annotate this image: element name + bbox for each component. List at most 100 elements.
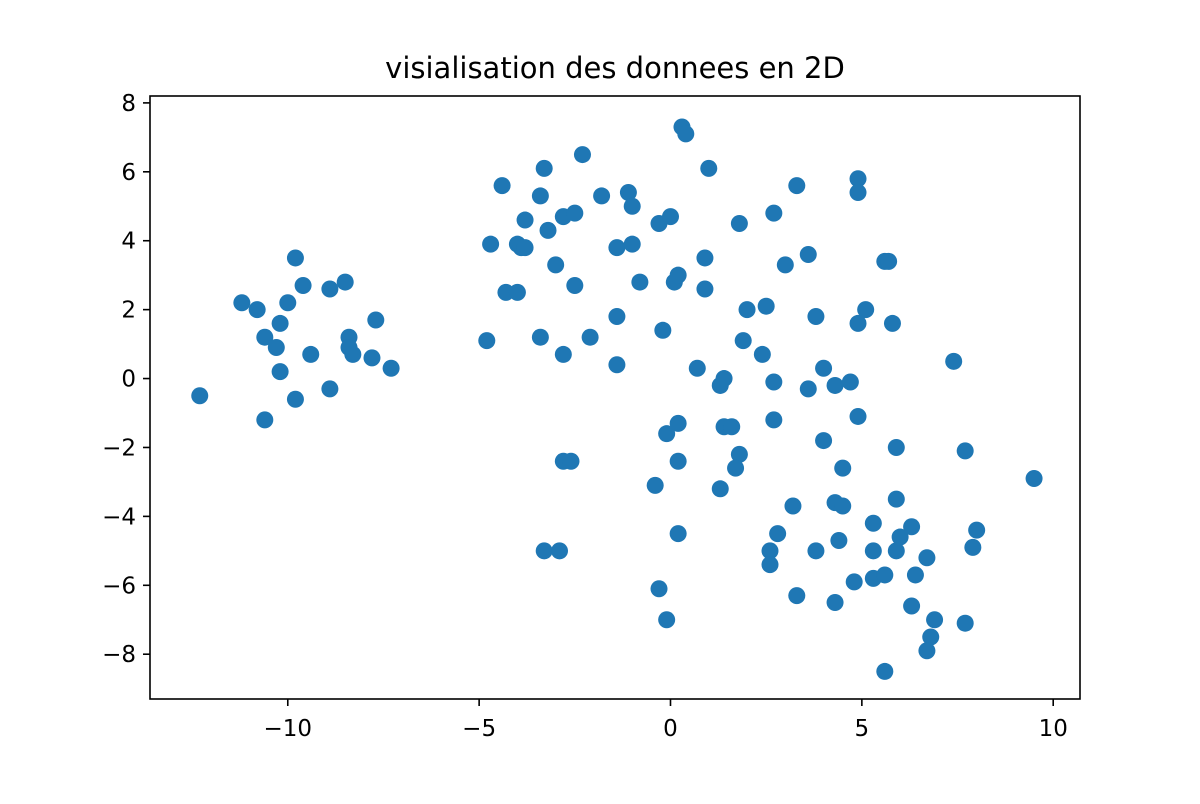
scatter-point-117: [887, 542, 905, 560]
scatter-point-134: [956, 614, 974, 632]
scatter-point-131: [906, 566, 924, 584]
scatter-point-98: [956, 442, 974, 460]
scatter-point-59: [700, 159, 718, 177]
scatter-point-23: [478, 332, 496, 350]
scatter-point-12: [302, 345, 320, 363]
points-layer: [191, 118, 1043, 680]
scatter-point-57: [696, 249, 714, 267]
scatter-point-119: [918, 549, 936, 567]
scatter-point-26: [508, 283, 526, 301]
scatter-point-83: [815, 359, 833, 377]
scatter-point-9: [286, 249, 304, 267]
scatter-point-61: [738, 301, 756, 319]
scatter-point-29: [516, 211, 534, 229]
scatter-point-93: [727, 459, 745, 477]
scatter-point-15: [336, 273, 354, 291]
scatter-point-121: [964, 538, 982, 556]
scatter-point-18: [344, 345, 362, 363]
scatter-point-62: [734, 332, 752, 350]
scatter-point-46: [619, 183, 637, 201]
scatter-point-0: [191, 387, 209, 405]
scatter-point-116: [864, 542, 882, 560]
scatter-point-58: [696, 280, 714, 298]
chart-title: visialisation des donnees en 2D: [385, 51, 845, 85]
y-tick-label: −8: [102, 642, 136, 668]
scatter-point-14: [321, 380, 339, 398]
scatter-point-102: [646, 476, 664, 494]
scatter-point-19: [363, 349, 381, 367]
scatter-point-7: [271, 363, 289, 381]
scatter-point-101: [562, 452, 580, 470]
scatter-point-42: [593, 187, 611, 205]
scatter-point-66: [776, 256, 794, 274]
scatter-point-112: [769, 525, 787, 543]
y-tick-label: −2: [102, 435, 136, 461]
scatter-point-115: [830, 532, 848, 549]
scatter-point-127: [826, 594, 844, 612]
scatter-point-69: [807, 308, 825, 326]
scatter-point-22: [482, 235, 500, 253]
scatter-point-78: [688, 359, 706, 377]
scatter-point-135: [922, 628, 940, 646]
x-tick-label: −10: [264, 716, 313, 742]
scatter-point-51: [661, 208, 679, 226]
scatter-point-24: [493, 177, 511, 195]
scatter-point-35: [547, 256, 565, 274]
scatter-point-111: [761, 542, 779, 560]
scatter-point-133: [926, 611, 944, 629]
scatter-point-63: [757, 297, 775, 315]
scatter-point-52: [654, 321, 672, 339]
scatter-point-114: [807, 542, 825, 560]
scatter-point-1: [233, 294, 251, 312]
y-tick-label: −6: [102, 573, 136, 599]
scatter-point-47: [623, 197, 641, 215]
scatter-point-38: [566, 204, 584, 222]
scatter-point-74: [857, 301, 875, 319]
scatter-point-30: [516, 239, 534, 257]
scatter-point-123: [551, 542, 569, 560]
x-axis-ticks: −10 −5 0 5 10: [264, 699, 1068, 742]
scatter-point-31: [531, 187, 549, 205]
y-tick-label: 8: [121, 91, 136, 117]
scatter-point-43: [608, 239, 626, 257]
scatter-point-92: [730, 445, 748, 463]
scatter-point-136: [918, 642, 936, 660]
scatter-point-91: [723, 418, 741, 436]
scatter-point-80: [715, 370, 733, 388]
y-tick-label: 0: [121, 367, 136, 393]
scatter-point-108: [864, 514, 882, 532]
scatter-point-13: [321, 280, 339, 298]
scatter-point-4: [256, 411, 274, 429]
scatter-point-60: [730, 214, 748, 232]
scatter-point-76: [883, 314, 901, 332]
scatter-point-2: [248, 301, 266, 319]
scatter-point-96: [834, 459, 852, 477]
scatter-point-126: [788, 587, 806, 605]
scatter-point-54: [669, 266, 687, 284]
y-tick-label: −4: [102, 504, 136, 530]
scatter-point-110: [903, 518, 921, 536]
scatter-point-132: [903, 597, 921, 615]
scatter-point-3: [256, 328, 274, 346]
scatter-point-137: [876, 662, 894, 680]
scatter-point-11: [294, 277, 312, 295]
scatter-point-84: [826, 376, 844, 394]
scatter-point-77: [945, 352, 963, 370]
scatter-point-125: [658, 611, 676, 629]
scatter-point-88: [669, 414, 687, 432]
y-tick-label: 2: [121, 298, 136, 324]
scatter-point-82: [799, 380, 817, 398]
scatter-point-109: [887, 490, 905, 508]
scatter-point-64: [753, 345, 771, 363]
scatter-point-94: [765, 411, 783, 429]
scatter-point-34: [539, 221, 557, 239]
scatter-point-21: [382, 359, 400, 377]
scatter-point-65: [765, 204, 783, 222]
scatter-point-130: [876, 566, 894, 584]
scatter-point-89: [669, 452, 687, 470]
scatter-point-87: [658, 425, 676, 443]
scatter-point-33: [531, 328, 549, 346]
